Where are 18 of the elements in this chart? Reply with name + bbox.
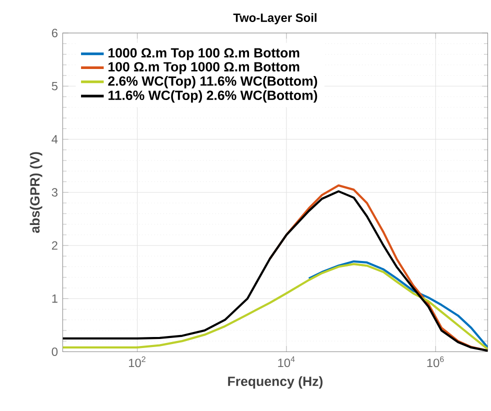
y-tick-label: 2 — [52, 241, 58, 250]
x-tick-label: 10$^{6}$ — [427, 356, 444, 368]
x-axis-title: Frequency (Hz) — [228, 376, 323, 389]
legend-label: 100 Ω.m Top 1000 Ω.m Bottom — [108, 62, 300, 74]
y-axis-title: abs(GPR) (V) — [30, 152, 42, 233]
legend-label: 1000 Ω.m Top 100 Ω.m Bottom — [108, 48, 300, 60]
legend-label: 11.6% WC(Top) 2.6% WC(Bottom) — [108, 90, 318, 103]
y-tick-label: 3 — [52, 188, 58, 197]
x-tick-label: 10$^{2}$ — [129, 356, 146, 368]
x-tick-label: 10$^{4}$ — [278, 356, 295, 368]
line-series — [308, 260, 488, 349]
y-tick-label: 0 — [52, 347, 58, 356]
y-tick-label: 1 — [52, 294, 58, 303]
chart-title: Two-Layer Soil — [233, 13, 316, 24]
y-tick-label: 6 — [52, 28, 58, 38]
legend-label: 2.6% WC(Top) 11.6% WC(Bottom) — [108, 76, 318, 88]
y-tick-label: 4 — [52, 135, 58, 144]
y-tick-label: 5 — [52, 82, 58, 90]
